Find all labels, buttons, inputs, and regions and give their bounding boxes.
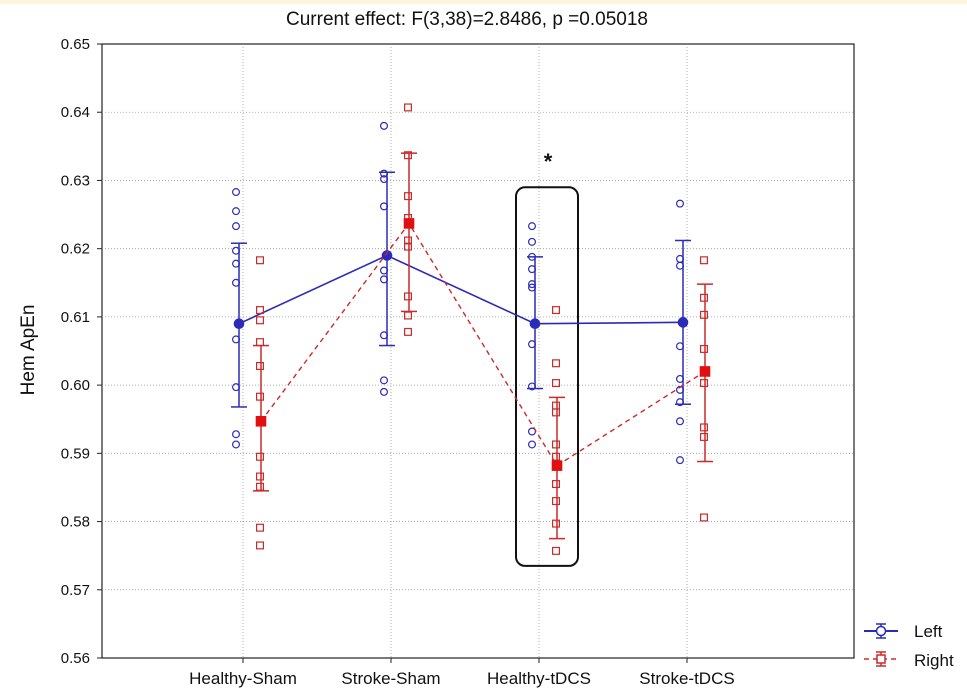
- mean-marker-left: [381, 250, 393, 261]
- data-point-left: [527, 440, 536, 449]
- data-point-right: [256, 541, 265, 550]
- plot-frame: [101, 43, 855, 659]
- mean-marker-right: [699, 366, 711, 377]
- data-point-right: [256, 316, 265, 325]
- y-tick-label: 0.58: [61, 514, 90, 531]
- data-point-right: [551, 452, 560, 461]
- data-point-left: [232, 440, 241, 449]
- data-point-left: [232, 222, 241, 231]
- data-point-right: [256, 472, 265, 481]
- data-point-right: [551, 408, 560, 417]
- data-point-right: [551, 497, 560, 506]
- data-point-right: [256, 256, 265, 265]
- data-point-left: [380, 376, 389, 385]
- significance-annotation: *: [544, 149, 553, 174]
- y-axis-label: Hem ApEn: [18, 305, 39, 396]
- y-tick-label: 0.57: [61, 582, 90, 599]
- y-tick-label: 0.63: [61, 172, 90, 189]
- data-point-left: [527, 222, 536, 231]
- data-point-right: [699, 432, 708, 441]
- legend-left-marker: [875, 625, 887, 637]
- legend-item-right: Right: [864, 651, 954, 670]
- legend-item-left: Left: [864, 622, 943, 641]
- data-point-left: [232, 207, 241, 216]
- data-point-left: [675, 417, 684, 426]
- data-point-right: [551, 359, 560, 368]
- data-point-right: [699, 310, 708, 319]
- y-tick-label: 0.62: [61, 241, 90, 258]
- data-point-right: [404, 103, 413, 112]
- data-point-right: [256, 392, 265, 401]
- data-point-left: [232, 430, 241, 439]
- mean-marker-left: [529, 318, 541, 330]
- y-tick-label: 0.59: [61, 445, 90, 462]
- mean-marker-left: [233, 318, 245, 330]
- data-point-left: [675, 199, 684, 208]
- x-tick-label: Healthy-tDCS: [487, 669, 591, 688]
- series-line-left: [238, 254, 684, 325]
- legend-right-label: Right: [914, 651, 954, 670]
- data-point-right: [404, 236, 413, 245]
- data-point-right: [551, 379, 560, 388]
- y-tick-label: 0.61: [61, 309, 90, 326]
- data-point-right: [699, 293, 708, 302]
- data-point-right: [551, 546, 560, 555]
- data-point-right: [699, 256, 708, 265]
- legend-right-marker: [876, 654, 886, 664]
- series-line-right: [260, 222, 706, 467]
- data-point-right: [551, 306, 560, 315]
- chart-title: Current effect: F(3,38)=2.8486, p =0.050…: [286, 9, 648, 30]
- data-point-left: [527, 237, 536, 246]
- data-point-right: [551, 519, 560, 528]
- y-tick-label: 0.56: [61, 650, 90, 667]
- mean-marker-left: [677, 317, 689, 328]
- plot-area: 0.56 0.57 0.58 0.59 0.60 0.61 0.62 0.63 0.64 0.65…: [61, 36, 855, 688]
- data-point-left: [675, 456, 684, 465]
- x-tick-label: Healthy-Sham: [189, 669, 297, 688]
- data-point-left: [232, 188, 241, 197]
- data-point-right: [256, 452, 265, 461]
- y-tick-label: 0.64: [61, 104, 90, 121]
- mean-marker-right: [551, 460, 563, 471]
- data-point-right: [551, 480, 560, 489]
- highlight-box: [515, 186, 579, 567]
- data-point-right: [404, 192, 413, 201]
- data-point-right: [404, 242, 413, 251]
- y-tick-label: 0.60: [61, 377, 90, 394]
- data-point-right: [699, 513, 708, 522]
- legend: Left Right: [864, 622, 954, 670]
- mean-marker-right: [403, 218, 415, 229]
- top-strip: [0, 0, 967, 4]
- x-tick-label: Stroke-Sham: [341, 669, 440, 688]
- data-point-left: [380, 387, 389, 396]
- data-point-right: [256, 523, 265, 532]
- data-point-right: [256, 306, 265, 315]
- data-point-right: [404, 292, 413, 301]
- data-point-left: [380, 121, 389, 130]
- x-tick-label: Stroke-tDCS: [639, 669, 734, 688]
- data-point-right: [551, 440, 560, 449]
- data-point-right: [404, 151, 413, 160]
- data-point-right: [699, 379, 708, 388]
- y-tick-label: 0.65: [61, 36, 90, 53]
- data-point-right: [404, 327, 413, 336]
- data-point-right: [699, 344, 708, 353]
- mean-marker-right: [255, 415, 267, 427]
- legend-left-label: Left: [914, 622, 943, 641]
- data-point-right: [256, 362, 265, 371]
- data-point-right: [699, 423, 708, 432]
